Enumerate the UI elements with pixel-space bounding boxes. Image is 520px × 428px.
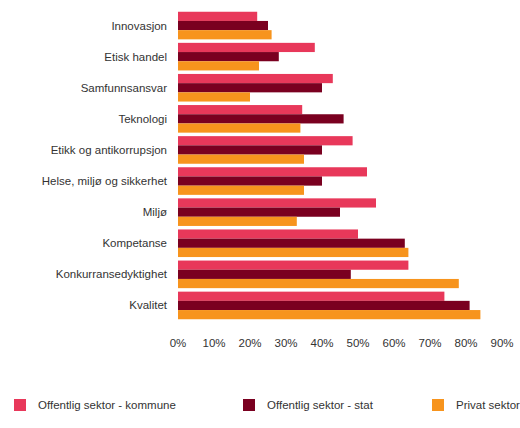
bars — [178, 12, 480, 320]
bar — [178, 217, 297, 226]
tick-label: 20% — [238, 337, 261, 349]
bar — [178, 114, 344, 123]
bar — [178, 239, 405, 248]
category-label: Samfunnsansvar — [81, 82, 167, 94]
tick-label: 80% — [454, 337, 477, 349]
bar — [178, 186, 304, 195]
bar — [178, 279, 459, 288]
bar — [178, 155, 304, 164]
bar — [178, 261, 408, 270]
category-label: Etisk handel — [104, 51, 167, 63]
bar — [178, 167, 367, 176]
category-label: Etikk og antikorrupsjon — [51, 144, 167, 156]
bar — [178, 123, 300, 132]
category-label: Innovasjon — [111, 20, 167, 32]
chart: Innovasjon Etisk handel Samfunnsansvar Tekn… — [0, 0, 520, 428]
bar — [178, 248, 408, 257]
tick-label: 50% — [346, 337, 369, 349]
tick-label: 90% — [490, 337, 513, 349]
tick-label: 70% — [418, 337, 441, 349]
bar — [178, 30, 272, 39]
tick-label: 0% — [170, 337, 187, 349]
tick-label: 30% — [274, 337, 297, 349]
legend-swatch — [243, 399, 255, 411]
bar — [178, 198, 376, 207]
legend-swatch — [432, 399, 444, 411]
category-label: Kompetanse — [102, 237, 167, 249]
bar — [178, 176, 322, 185]
category-label: Teknologi — [118, 113, 167, 125]
bar — [178, 145, 322, 154]
bar — [178, 301, 470, 310]
legend-swatch — [14, 399, 26, 411]
tick-label: 40% — [310, 337, 333, 349]
tick-label: 60% — [382, 337, 405, 349]
bar — [178, 292, 444, 301]
bar — [178, 310, 480, 319]
category-label: Miljø — [143, 206, 167, 218]
legend-label: Privat sektor — [456, 399, 520, 411]
legend-label: Offentlig sektor - stat — [267, 399, 374, 411]
bar — [178, 270, 351, 279]
bar — [178, 12, 257, 21]
bar — [178, 52, 279, 61]
category-label: Konkurransedyktighet — [56, 268, 168, 280]
bar — [178, 136, 353, 145]
bar — [178, 83, 322, 92]
category-label: Helse, miljø og sikkerhet — [42, 175, 168, 187]
bar — [178, 229, 358, 238]
bar — [178, 92, 250, 101]
tick-label: 10% — [202, 337, 225, 349]
bar — [178, 208, 340, 217]
bar — [178, 61, 259, 70]
bar — [178, 105, 302, 114]
legend-label: Offentlig sektor - kommune — [38, 399, 176, 411]
bar — [178, 74, 333, 83]
bar — [178, 43, 315, 52]
category-label: Kvalitet — [129, 299, 168, 311]
bar — [178, 21, 268, 30]
